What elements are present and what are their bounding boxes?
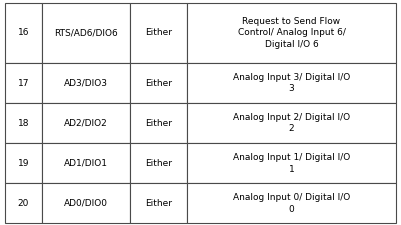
Bar — [42, 3, 130, 63]
Text: AD1/DIO1: AD1/DIO1 — [64, 159, 108, 168]
Text: 20: 20 — [18, 199, 29, 208]
Text: 18: 18 — [18, 119, 29, 128]
Bar — [130, 143, 187, 183]
Text: Either: Either — [145, 119, 172, 128]
Bar — [42, 183, 130, 223]
Text: Analog Input 3/ Digital I/O
3: Analog Input 3/ Digital I/O 3 — [233, 73, 350, 93]
Text: 19: 19 — [18, 159, 29, 168]
Text: Either: Either — [145, 79, 172, 88]
Bar — [187, 103, 396, 143]
Bar — [5, 143, 42, 183]
Bar — [42, 63, 130, 103]
Text: 17: 17 — [18, 79, 29, 88]
Bar — [187, 3, 396, 63]
Text: RTS/AD6/DIO6: RTS/AD6/DIO6 — [54, 28, 118, 37]
Text: Analog Input 2/ Digital I/O
2: Analog Input 2/ Digital I/O 2 — [233, 113, 350, 133]
Bar — [130, 183, 187, 223]
Text: Either: Either — [145, 28, 172, 37]
Bar — [5, 63, 42, 103]
Bar — [130, 3, 187, 63]
Bar — [187, 63, 396, 103]
Text: Either: Either — [145, 159, 172, 168]
Bar — [5, 103, 42, 143]
Text: Analog Input 0/ Digital I/O
0: Analog Input 0/ Digital I/O 0 — [233, 193, 350, 214]
Bar — [130, 103, 187, 143]
Text: AD3/DIO3: AD3/DIO3 — [64, 79, 108, 88]
Bar — [42, 103, 130, 143]
Text: Either: Either — [145, 199, 172, 208]
Bar — [5, 183, 42, 223]
Text: AD2/DIO2: AD2/DIO2 — [64, 119, 108, 128]
Bar — [187, 183, 396, 223]
Bar — [5, 3, 42, 63]
Text: 16: 16 — [18, 28, 29, 37]
Bar — [42, 143, 130, 183]
Bar — [187, 143, 396, 183]
Text: Request to Send Flow
Control/ Analog Input 6/
Digital I/O 6: Request to Send Flow Control/ Analog Inp… — [237, 17, 345, 49]
Bar — [130, 63, 187, 103]
Text: Analog Input 1/ Digital I/O
1: Analog Input 1/ Digital I/O 1 — [233, 153, 350, 173]
Text: AD0/DIO0: AD0/DIO0 — [64, 199, 108, 208]
